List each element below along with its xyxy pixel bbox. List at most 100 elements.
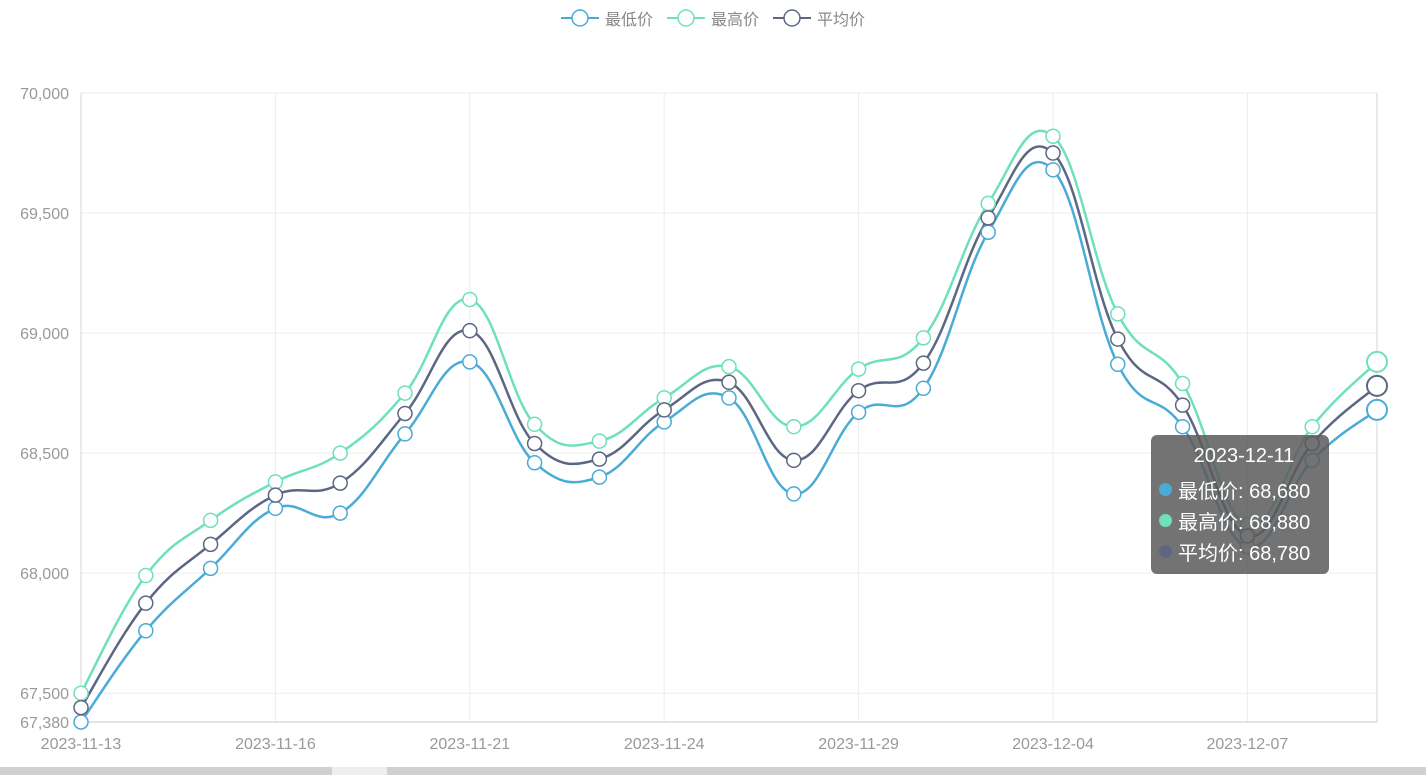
- data-point-2[interactable]: [850, 382, 867, 399]
- legend-item-low[interactable]: 最低价: [560, 6, 653, 30]
- y-tick-label: 69,500: [20, 206, 69, 223]
- y-tick-label: 68,000: [20, 566, 69, 583]
- tooltip: 2023-12-11 最低价: 68,680 最高价: 68,880 平均价: …: [1151, 435, 1329, 574]
- data-point-0[interactable]: [397, 426, 413, 442]
- data-point-2[interactable]: [786, 452, 802, 469]
- series-line-2: [79, 145, 1378, 709]
- data-point-2[interactable]: [1366, 374, 1388, 397]
- data-point-1[interactable]: [721, 358, 737, 375]
- legend-avg-icon: [773, 9, 811, 27]
- data-point-2[interactable]: [656, 402, 672, 418]
- data-point-1[interactable]: [73, 685, 89, 701]
- x-tick-label: 2023-12-04: [1012, 736, 1094, 753]
- data-point-1[interactable]: [202, 512, 219, 529]
- data-point-0[interactable]: [138, 623, 154, 639]
- legend-item-avg[interactable]: 平均价: [773, 6, 865, 30]
- data-point-2[interactable]: [980, 210, 996, 226]
- x-tick-label: 2023-11-29: [818, 736, 899, 753]
- legend-high-icon: [666, 9, 705, 27]
- data-point-1[interactable]: [397, 385, 413, 401]
- legend: 最低价 最高价 平均价: [0, 6, 1426, 30]
- data-point-2[interactable]: [1110, 331, 1126, 347]
- data-point-0[interactable]: [1366, 398, 1388, 421]
- tooltip-date: 2023-12-11: [1193, 445, 1295, 467]
- data-point-0[interactable]: [980, 224, 996, 240]
- x-tick-label: 2023-11-21: [429, 736, 510, 753]
- data-point-0[interactable]: [1174, 418, 1191, 435]
- x-tick-label: 2023-11-16: [235, 736, 316, 753]
- y-tick-label: 67,380: [20, 715, 69, 732]
- data-point-1[interactable]: [786, 418, 802, 435]
- data-point-0[interactable]: [202, 560, 219, 577]
- tooltip-dot-high: [1159, 514, 1172, 527]
- x-tick-label: 2023-11-13: [41, 736, 122, 753]
- data-point-2[interactable]: [721, 374, 737, 391]
- axes: 67,380 67,500 68,000 68,500 69,000 69,500 70,0…: [20, 86, 1378, 753]
- data-point-0[interactable]: [462, 354, 478, 370]
- tooltip-value-low: 最低价: 68,680: [1178, 481, 1311, 503]
- data-point-1[interactable]: [980, 195, 996, 212]
- data-point-1[interactable]: [1304, 418, 1320, 435]
- data-point-1[interactable]: [1110, 306, 1126, 322]
- data-point-2[interactable]: [915, 355, 932, 371]
- data-point-0[interactable]: [915, 380, 932, 397]
- data-point-1[interactable]: [1366, 350, 1388, 373]
- y-tick-label: 67,500: [20, 686, 69, 703]
- data-point-0[interactable]: [591, 469, 608, 485]
- x-tick-label: 2023-12-07: [1206, 736, 1288, 753]
- data-point-1[interactable]: [462, 291, 478, 308]
- tooltip-row-avg: 平均价: 68,780: [1159, 536, 1329, 567]
- data-point-1[interactable]: [850, 361, 867, 377]
- data-point-0[interactable]: [1110, 356, 1126, 373]
- tooltip-dot-low: [1159, 483, 1172, 496]
- data-point-1[interactable]: [332, 445, 348, 461]
- data-point-2[interactable]: [397, 405, 413, 422]
- legend-low-icon: [560, 9, 599, 27]
- y-tick-label: 68,500: [20, 446, 69, 463]
- tooltip-row-high: 最高价: 68,880: [1159, 505, 1329, 536]
- data-point-0[interactable]: [267, 500, 284, 517]
- data-point-2[interactable]: [462, 322, 478, 339]
- legend-item-high[interactable]: 最高价: [666, 6, 759, 30]
- data-point-2[interactable]: [73, 699, 89, 716]
- data-point-2[interactable]: [332, 475, 348, 491]
- legend-label-high: 最高价: [710, 12, 759, 29]
- data-point-1[interactable]: [915, 330, 932, 346]
- series-points: [73, 128, 1388, 730]
- data-point-0[interactable]: [526, 454, 543, 471]
- data-point-1[interactable]: [267, 474, 284, 490]
- data-point-2[interactable]: [1174, 397, 1191, 413]
- horizontal-scrollbar[interactable]: [0, 767, 1426, 775]
- data-point-2[interactable]: [138, 595, 154, 611]
- series-lines: [79, 129, 1378, 723]
- legend-label-low: 最低价: [604, 12, 653, 29]
- x-tick-label: 2023-11-24: [624, 736, 705, 753]
- data-point-1[interactable]: [1174, 375, 1191, 392]
- data-point-2[interactable]: [1045, 145, 1061, 161]
- data-point-0[interactable]: [73, 714, 89, 730]
- data-point-2[interactable]: [526, 435, 543, 452]
- data-point-0[interactable]: [721, 390, 737, 406]
- tooltip-value-avg: 平均价: 68,780: [1178, 543, 1311, 565]
- series-line-1: [79, 129, 1378, 694]
- data-point-2[interactable]: [202, 536, 219, 553]
- data-point-1[interactable]: [526, 416, 543, 433]
- data-point-0[interactable]: [786, 486, 802, 502]
- data-point-2[interactable]: [591, 451, 608, 467]
- tooltip-row-low: 最低价: 68,680: [1159, 474, 1329, 505]
- grid: [81, 92, 1377, 723]
- data-point-1[interactable]: [1045, 128, 1061, 144]
- data-point-1[interactable]: [591, 433, 608, 449]
- data-point-2[interactable]: [267, 487, 284, 503]
- data-point-1[interactable]: [138, 567, 154, 584]
- scrollbar-thumb[interactable]: [332, 767, 387, 775]
- y-tick-label: 70,000: [20, 86, 69, 103]
- series-line-0: [79, 160, 1378, 723]
- legend-label-avg: 平均价: [817, 12, 866, 29]
- tooltip-dot-avg: [1159, 545, 1172, 558]
- data-point-0[interactable]: [332, 505, 348, 521]
- tooltip-value-high: 最高价: 68,880: [1178, 512, 1311, 534]
- data-point-0[interactable]: [1045, 162, 1061, 178]
- data-point-0[interactable]: [850, 404, 867, 421]
